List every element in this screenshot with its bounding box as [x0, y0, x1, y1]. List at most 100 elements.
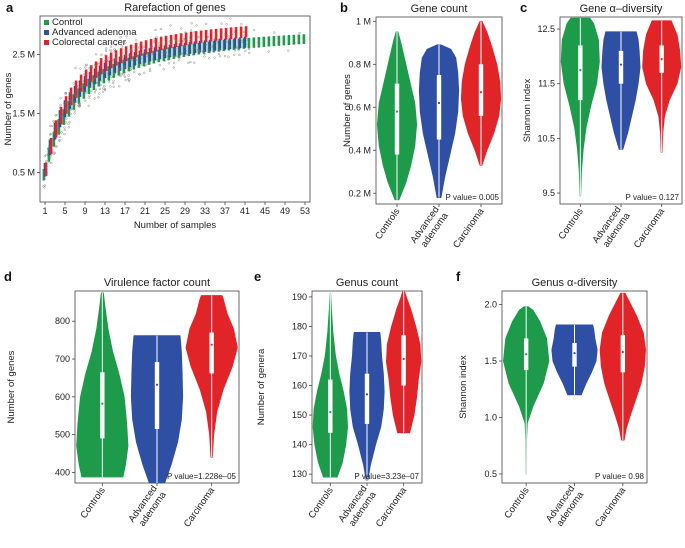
- data-point: [213, 56, 216, 59]
- data-point: [64, 121, 67, 124]
- x-tick-label: Advancedadenoma: [590, 204, 633, 252]
- data-point: [237, 47, 240, 51]
- data-point: [69, 104, 72, 107]
- data-point: [198, 49, 201, 53]
- x-tick-label: 1: [42, 206, 47, 216]
- iqr-box: [394, 83, 400, 155]
- data-point: [134, 39, 138, 42]
- legend-label: Control: [52, 17, 83, 28]
- y-axis-label: Shannon index: [522, 79, 533, 143]
- legend-swatch: [44, 20, 49, 25]
- data-box: [119, 48, 123, 64]
- median-point: [479, 91, 483, 94]
- p-value-label: P value=3.23e–07: [354, 472, 419, 481]
- data-box: [143, 49, 147, 63]
- data-point: [50, 162, 53, 165]
- data-point: [43, 155, 46, 158]
- data-point: [55, 113, 58, 117]
- data-point: [173, 61, 176, 64]
- iqr-box: [100, 372, 105, 439]
- data-box: [244, 26, 248, 38]
- violin-controls: [376, 31, 418, 201]
- data-box: [148, 48, 152, 62]
- y-tick-label: 11.5: [538, 79, 555, 89]
- chart-title: Rarefaction of genes: [124, 2, 226, 14]
- data-point: [104, 54, 107, 57]
- iqr-box: [436, 75, 442, 140]
- data-point: [59, 103, 62, 107]
- data-point: [63, 133, 66, 136]
- data-point: [125, 35, 128, 38]
- data-point: [98, 92, 101, 95]
- data-point: [208, 57, 211, 60]
- panel-c: Gene α–diversity 9.5 10.5 11.5 12.5 Shannon i…: [522, 3, 683, 252]
- data-point: [189, 60, 192, 64]
- data-point: [228, 45, 232, 48]
- y-tick-label: 190: [292, 292, 307, 302]
- data-point: [103, 85, 106, 88]
- x-axis-label: Number of samples: [134, 220, 217, 231]
- data-box: [154, 37, 158, 52]
- data-point: [104, 49, 108, 52]
- data-point: [78, 105, 81, 108]
- data-box: [224, 27, 228, 40]
- data-box: [49, 137, 53, 155]
- data-box: [257, 37, 261, 48]
- data-point: [74, 94, 78, 97]
- data-box: [188, 42, 192, 54]
- data-point: [169, 24, 172, 27]
- data-box: [74, 80, 78, 98]
- data-point: [164, 51, 167, 55]
- data-point: [148, 69, 152, 73]
- data-box: [69, 87, 73, 106]
- data-point: [49, 154, 52, 158]
- data-point: [170, 39, 173, 43]
- data-point: [210, 45, 213, 48]
- data-point: [170, 43, 173, 46]
- y-tick-label: 160: [292, 381, 307, 391]
- data-point: [55, 120, 58, 123]
- data-box: [79, 74, 83, 92]
- p-value-label: P value= 0.127: [626, 193, 680, 202]
- panel-e: Genus count 130 140 150 160 170 180 190 Number o…: [256, 277, 423, 529]
- data-box: [282, 35, 286, 46]
- data-box: [228, 38, 232, 50]
- data-point: [55, 144, 58, 148]
- panel-f: Genus α-diversity 0.5 1.0 1.5 2.0 Shannon ind…: [458, 277, 648, 529]
- data-point: [144, 48, 147, 51]
- data-point: [119, 36, 122, 39]
- data-point: [174, 38, 177, 42]
- data-point: [60, 131, 63, 134]
- y-tick-label: 10.5: [537, 133, 555, 143]
- data-box: [59, 106, 63, 125]
- y-tick-label: 0.8 M: [348, 59, 371, 69]
- data-box: [267, 36, 271, 47]
- data-point: [84, 90, 87, 93]
- data-point: [139, 63, 142, 66]
- data-point: [93, 91, 97, 94]
- data-point: [133, 70, 136, 73]
- data-point: [248, 52, 251, 55]
- violin-carcinoma: [386, 290, 422, 434]
- data-point: [118, 85, 121, 88]
- data-point: [124, 67, 127, 70]
- data-point: [208, 51, 212, 54]
- data-point: [238, 53, 241, 56]
- data-point: [112, 82, 115, 85]
- chart-title: Gene α–diversity: [580, 3, 663, 15]
- data-point: [129, 59, 132, 62]
- data-point: [78, 105, 81, 108]
- legend-label: Advanced adenoma: [52, 27, 137, 38]
- data-box: [138, 50, 142, 65]
- y-tick-label: 0.5 M: [12, 167, 35, 177]
- y-tick-label: 2.0: [484, 300, 497, 310]
- y-tick-label: 1.5: [484, 356, 497, 366]
- y-axis-label: Number of genera: [256, 348, 267, 425]
- data-point: [98, 76, 101, 79]
- y-tick-label: 180: [292, 321, 307, 331]
- iqr-box: [620, 335, 626, 373]
- y-tick-label: 150: [292, 410, 307, 420]
- data-point: [193, 61, 196, 64]
- violin-controls: [76, 292, 129, 478]
- median-point: [573, 352, 576, 355]
